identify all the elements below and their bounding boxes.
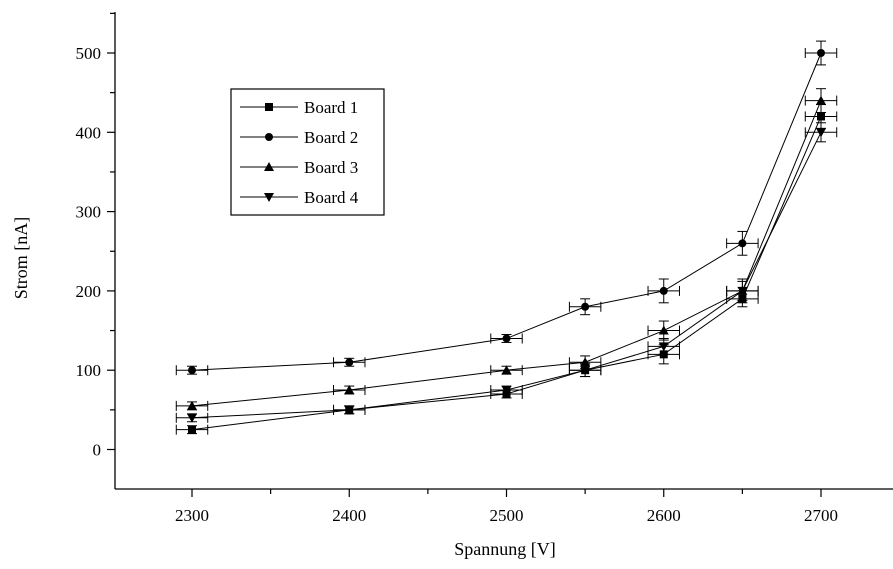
y-axis-label: Strom [nA]	[11, 217, 31, 300]
x-axis-label: Spannung [V]	[454, 539, 556, 559]
legend-item: Board 2	[240, 128, 358, 147]
legend-item: Board 3	[240, 158, 358, 177]
data-point	[580, 366, 591, 376]
data-point	[817, 112, 825, 121]
legend-label: Board 3	[304, 158, 358, 177]
y-tick-label: 200	[76, 282, 102, 301]
y-tick-label: 400	[76, 123, 102, 142]
legend-item: Board 1	[240, 98, 358, 117]
data-point	[345, 358, 354, 367]
x-tick-label: 2500	[490, 506, 524, 525]
legend-marker	[264, 162, 274, 171]
x-tick-label: 2300	[175, 506, 209, 525]
legend-label: Board 4	[304, 188, 359, 207]
legend-box	[230, 88, 385, 216]
legend-item: Board 4	[240, 188, 359, 207]
x-tick-label: 2700	[804, 506, 838, 525]
data-point	[187, 413, 197, 423]
data-point	[816, 128, 826, 138]
data-point	[501, 365, 512, 375]
series-layer	[175, 40, 838, 435]
legend-label: Board 1	[304, 98, 358, 117]
y-tick-label: 0	[93, 441, 102, 460]
data-point	[581, 302, 590, 311]
x-tick-label: 2400	[332, 506, 366, 525]
legend: Board 1 Board 2 Board 3 Board 4	[230, 88, 385, 216]
x-tick-label: 2600	[647, 506, 681, 525]
data-point	[737, 286, 748, 296]
data-point	[344, 385, 355, 395]
legend-marker	[264, 193, 274, 202]
data-point	[501, 386, 512, 396]
legend-label: Board 2	[304, 128, 358, 147]
data-point	[188, 425, 196, 434]
data-point	[817, 49, 825, 57]
legend-marker	[265, 103, 273, 111]
data-point	[658, 325, 669, 335]
data-point	[188, 366, 196, 375]
data-point	[187, 400, 197, 410]
y-tick-label: 500	[76, 44, 102, 63]
series-4	[175, 122, 838, 423]
axes: 2300 2400 2500 2600 2700 0 100 200 300 400 500	[76, 12, 893, 525]
data-point	[658, 342, 669, 352]
data-point	[816, 95, 826, 105]
data-point	[659, 286, 668, 295]
data-point	[738, 239, 747, 248]
series-2	[175, 40, 838, 376]
y-tick-label: 100	[76, 361, 102, 380]
data-point	[502, 334, 511, 343]
legend-marker	[265, 133, 273, 141]
data-point	[344, 405, 355, 415]
y-tick-label: 300	[76, 203, 102, 222]
